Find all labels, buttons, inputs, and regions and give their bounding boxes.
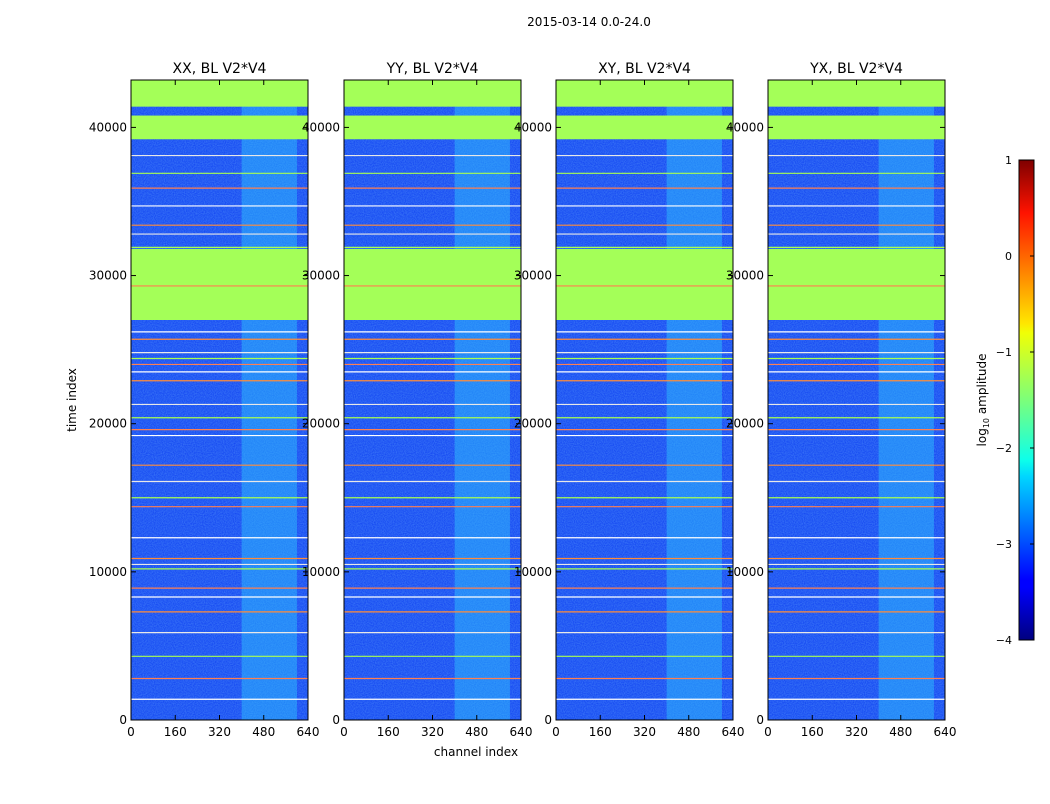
colorbar-tick-label: −1 xyxy=(996,346,1012,359)
y-tick-label: 30000 xyxy=(302,269,340,283)
x-tick-label: 480 xyxy=(889,725,912,739)
flagged-time-block xyxy=(556,115,733,140)
panel-title: YY, BL V2*V4 xyxy=(386,61,479,77)
heatmap-noise xyxy=(556,80,733,720)
y-tick-label: 30000 xyxy=(89,269,127,283)
rfi-band xyxy=(241,80,297,720)
x-tick-label: 640 xyxy=(510,725,533,739)
x-axis-label: channel index xyxy=(434,745,518,759)
panel-title: XY, BL V2*V4 xyxy=(598,61,691,77)
x-tick-label: 160 xyxy=(801,725,824,739)
y-tick-label: 40000 xyxy=(89,120,127,134)
rfi-band xyxy=(454,80,510,720)
x-tick-label: 0 xyxy=(340,725,348,739)
colorbar-tick-label: −4 xyxy=(996,634,1012,647)
y-tick-label: 40000 xyxy=(302,120,340,134)
flagged-time-block xyxy=(556,248,733,320)
x-tick-label: 0 xyxy=(764,725,772,739)
panel-title: XX, BL V2*V4 xyxy=(173,61,267,77)
y-tick-label: 10000 xyxy=(514,565,552,579)
y-tick-label: 20000 xyxy=(514,417,552,431)
panel-xy: XY, BL V2*V4 0 160 320 480 640 0 10000 20000 3000… xyxy=(514,61,745,739)
flagged-time-block xyxy=(131,248,308,320)
heatmap-noise xyxy=(768,80,945,720)
y-tick-label: 30000 xyxy=(726,269,764,283)
y-tick-label: 20000 xyxy=(302,417,340,431)
figure-suptitle: 2015-03-14 0.0-24.0 xyxy=(527,15,651,29)
y-tick-label: 10000 xyxy=(302,565,340,579)
x-tick-label: 640 xyxy=(934,725,957,739)
panel-yy: YY, BL V2*V4 0 160 320 480 640 0 10000 20000 3000… xyxy=(302,61,533,739)
heatmap-noise xyxy=(131,80,308,720)
x-tick-label: 480 xyxy=(677,725,700,739)
flagged-time-block xyxy=(768,248,945,320)
panel-yx: YX, BL V2*V4 0 160 320 480 640 0 10000 20000 3000… xyxy=(726,61,957,739)
y-tick-label: 10000 xyxy=(89,565,127,579)
y-tick-label: 0 xyxy=(756,713,764,727)
colorbar-tick-label: 1 xyxy=(1005,154,1012,167)
x-tick-label: 480 xyxy=(252,725,275,739)
x-tick-label: 320 xyxy=(421,725,444,739)
colorbar-tick-label: 0 xyxy=(1005,250,1012,263)
x-tick-label: 0 xyxy=(127,725,135,739)
y-tick-label: 40000 xyxy=(514,120,552,134)
x-tick-label: 480 xyxy=(465,725,488,739)
heatmap-noise xyxy=(344,80,521,720)
y-tick-label: 20000 xyxy=(89,417,127,431)
y-tick-label: 30000 xyxy=(514,269,552,283)
y-tick-label: 40000 xyxy=(726,120,764,134)
flagged-time-block xyxy=(344,115,521,140)
flagged-time-block xyxy=(768,115,945,140)
colorbar-label: log10 amplitude xyxy=(975,354,991,447)
rfi-band xyxy=(878,80,934,720)
x-tick-label: 0 xyxy=(552,725,560,739)
y-tick-label: 0 xyxy=(119,713,127,727)
flagged-time-block xyxy=(131,115,308,140)
x-tick-label: 320 xyxy=(633,725,656,739)
rfi-band xyxy=(666,80,722,720)
panel-xx: XX, BL V2*V4 0 160 320 480 640 0 10000 20000 3000… xyxy=(89,61,320,739)
y-tick-label: 0 xyxy=(332,713,340,727)
x-tick-label: 160 xyxy=(589,725,612,739)
y-tick-label: 0 xyxy=(544,713,552,727)
x-tick-label: 640 xyxy=(297,725,320,739)
x-tick-label: 160 xyxy=(164,725,187,739)
x-tick-label: 640 xyxy=(722,725,745,739)
panel-title: YX, BL V2*V4 xyxy=(809,61,903,77)
colorbar-tick-label: −3 xyxy=(996,538,1012,551)
colorbar-tick-label: −2 xyxy=(996,442,1012,455)
y-tick-label: 20000 xyxy=(726,417,764,431)
y-tick-label: 10000 xyxy=(726,565,764,579)
colorbar: 1 0 −1 −2 −3 −4 log10 amplitude xyxy=(975,154,1035,647)
y-axis-label: time index xyxy=(65,368,79,432)
x-tick-label: 160 xyxy=(377,725,400,739)
flagged-time-block xyxy=(344,248,521,320)
x-tick-label: 320 xyxy=(208,725,231,739)
colorbar-gradient xyxy=(1018,159,1035,641)
x-tick-label: 320 xyxy=(845,725,868,739)
